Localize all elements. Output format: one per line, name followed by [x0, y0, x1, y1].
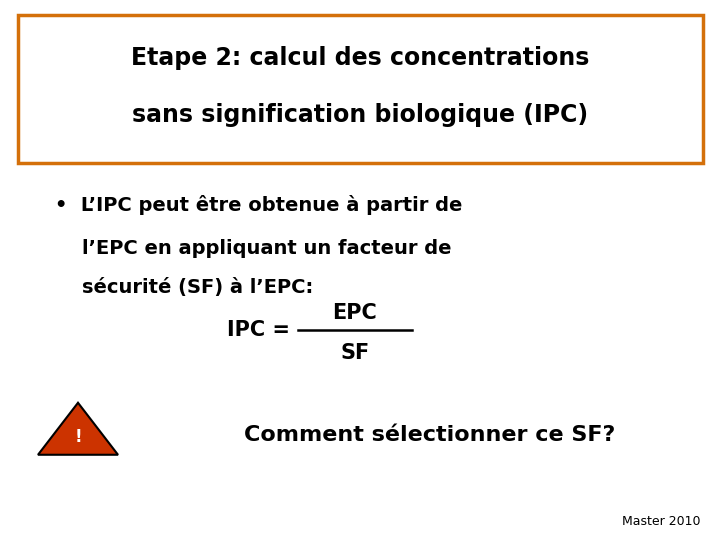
Text: SF: SF — [341, 343, 369, 363]
Text: sans signification biologique (IPC): sans signification biologique (IPC) — [132, 103, 588, 127]
Text: Master 2010: Master 2010 — [621, 515, 700, 528]
Polygon shape — [38, 403, 118, 455]
Text: Comment sélectionner ce SF?: Comment sélectionner ce SF? — [244, 425, 616, 445]
FancyBboxPatch shape — [18, 15, 703, 163]
Text: IPC =: IPC = — [227, 320, 290, 340]
Text: Etape 2: calcul des concentrations: Etape 2: calcul des concentrations — [131, 46, 589, 70]
Text: sécurité (SF) à l’EPC:: sécurité (SF) à l’EPC: — [55, 279, 313, 298]
Text: EPC: EPC — [333, 303, 377, 323]
Text: •  L’IPC peut être obtenue à partir de: • L’IPC peut être obtenue à partir de — [55, 195, 462, 215]
Text: !: ! — [74, 428, 82, 446]
Text: l’EPC en appliquant un facteur de: l’EPC en appliquant un facteur de — [55, 239, 451, 258]
